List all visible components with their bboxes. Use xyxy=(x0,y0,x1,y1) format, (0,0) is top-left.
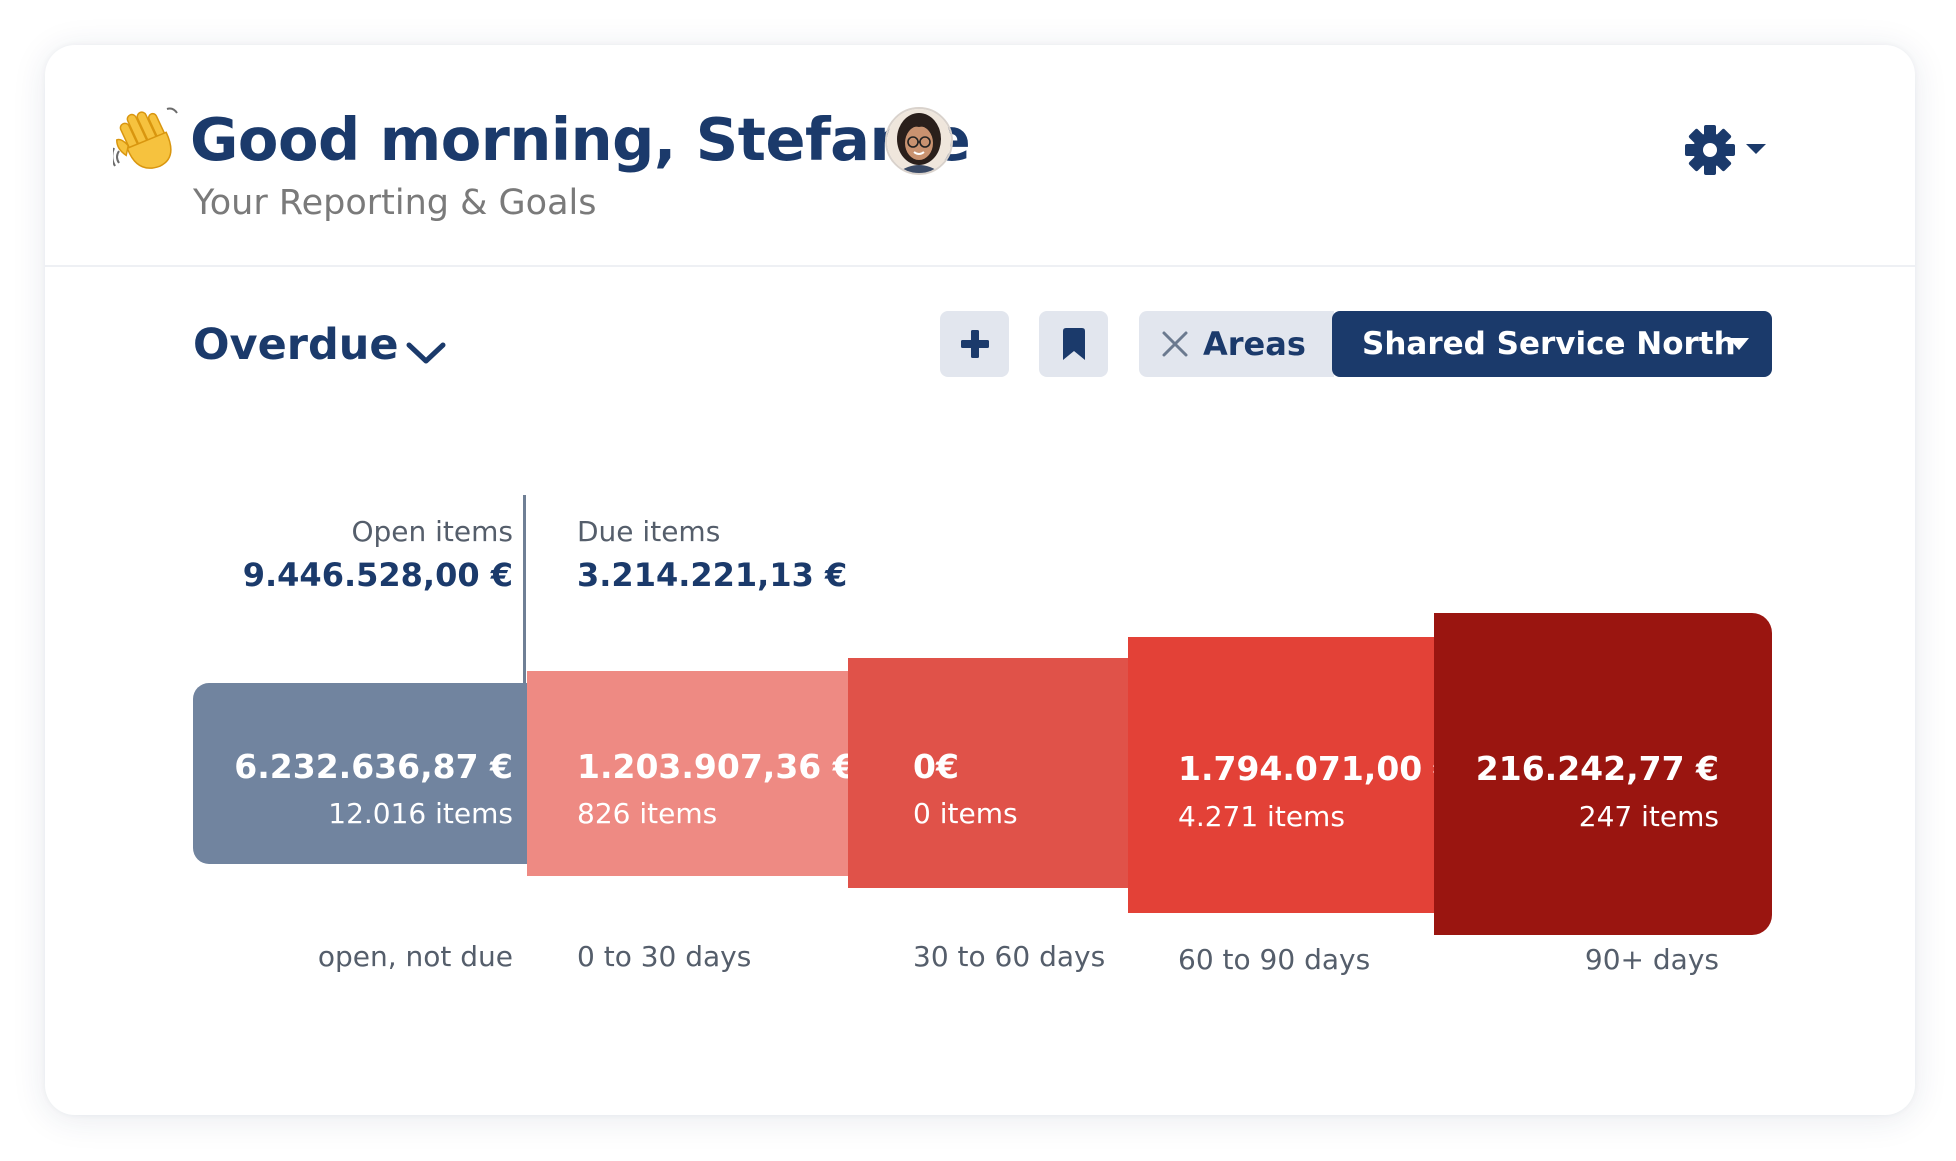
waving-hand-icon xyxy=(113,107,178,169)
bucket-label: 0 to 30 days xyxy=(577,940,752,973)
open-items-value: 9.446.528,00 € xyxy=(242,556,513,594)
bucket-label: 30 to 60 days xyxy=(913,940,1106,973)
divider xyxy=(523,495,526,727)
bucket-count: 247 items xyxy=(1578,800,1719,833)
bucket-label: open, not due xyxy=(317,940,513,973)
bucket-count: 12.016 items xyxy=(328,797,513,830)
add-button[interactable] xyxy=(940,311,1009,377)
overdue-card: Good morning, Stefanie Your Reporting & … xyxy=(45,45,1915,1115)
bucket-bar-90-plus-days[interactable] xyxy=(1434,613,1772,935)
bookmark-button[interactable] xyxy=(1039,311,1108,377)
bucket-amount: 216.242,77 € xyxy=(1475,749,1719,788)
view-title[interactable]: Overdue xyxy=(193,320,399,370)
bucket-bar-30-60-days[interactable] xyxy=(848,658,1130,888)
greeting-title: Good morning, Stefanie xyxy=(190,105,971,174)
gear-icon[interactable] xyxy=(1680,120,1780,180)
bucket-amount: 1.203.907,36 € xyxy=(577,747,856,786)
due-items-label: Due items xyxy=(577,515,721,548)
bucket-label: 90+ days xyxy=(1584,943,1719,976)
area-select[interactable]: Shared Service North xyxy=(1332,311,1772,377)
close-icon[interactable] xyxy=(1161,330,1189,358)
bucket-bar-60-90-days[interactable] xyxy=(1128,637,1436,913)
bucket-label: 60 to 90 days xyxy=(1178,943,1371,976)
bucket-count: 826 items xyxy=(577,797,718,830)
plus-icon xyxy=(960,330,989,358)
areas-filter-chip[interactable]: Areas xyxy=(1139,311,1334,377)
bucket-bar-0-30-days[interactable] xyxy=(527,671,850,876)
header: Good morning, Stefanie Your Reporting & … xyxy=(45,45,1915,267)
bucket-count: 4.271 items xyxy=(1178,800,1345,833)
bucket-bar-open-not-due[interactable] xyxy=(193,683,529,864)
due-items-value: 3.214.221,13 € xyxy=(577,556,848,594)
bucket-amount: 0€ xyxy=(913,747,959,786)
open-items-label: Open items xyxy=(351,515,513,548)
chevron-down-icon[interactable] xyxy=(403,335,449,369)
areas-filter-label: Areas xyxy=(1203,325,1306,363)
bucket-amount: 6.232.636,87 € xyxy=(234,747,513,786)
bucket-count: 0 items xyxy=(913,797,1018,830)
caret-down-icon xyxy=(1746,144,1766,154)
avatar[interactable] xyxy=(885,107,953,175)
bookmark-icon xyxy=(1062,328,1085,360)
page-subtitle: Your Reporting & Goals xyxy=(193,183,597,223)
bucket-amount: 1.794.071,00 € xyxy=(1178,749,1457,788)
area-select-value: Shared Service North xyxy=(1362,326,1736,362)
caret-down-icon xyxy=(1729,338,1749,350)
